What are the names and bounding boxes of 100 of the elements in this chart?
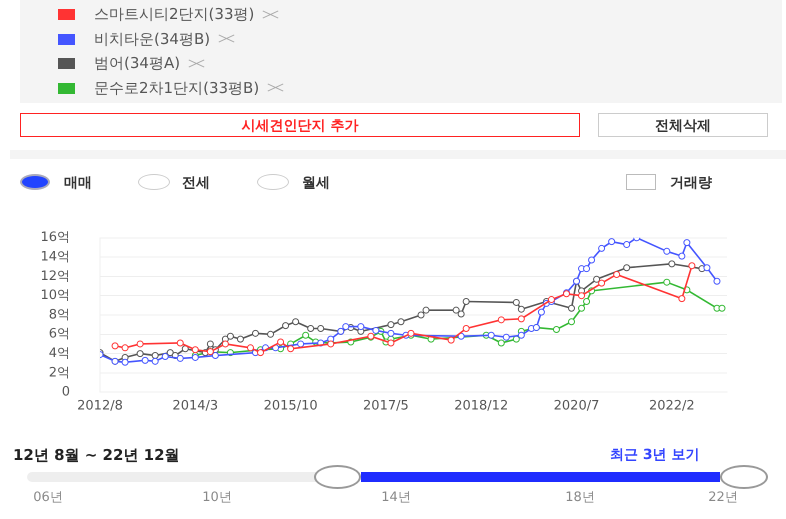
point	[718, 304, 726, 312]
point	[623, 241, 630, 248]
point	[598, 280, 606, 287]
point	[287, 345, 294, 352]
point	[448, 336, 455, 344]
point	[623, 264, 630, 272]
text: 12년 8월 ~ 22년 12월	[13, 446, 180, 465]
point	[583, 298, 590, 305]
text: 최근 3년 보기	[610, 446, 700, 464]
point	[397, 318, 404, 326]
point	[372, 326, 380, 334]
point	[703, 264, 710, 272]
point	[307, 325, 314, 332]
point	[342, 323, 350, 330]
point	[122, 344, 129, 352]
point	[267, 330, 274, 338]
point	[458, 310, 465, 318]
point	[578, 304, 586, 312]
x-tick-label: 2018/12	[454, 398, 508, 414]
point	[678, 252, 686, 260]
point	[663, 248, 670, 255]
point	[518, 315, 525, 322]
point	[297, 340, 304, 348]
text: 월세	[302, 174, 330, 192]
point	[357, 323, 364, 330]
point	[593, 276, 600, 283]
y-tick-label: 8억	[48, 307, 70, 322]
text: 06년	[33, 489, 63, 506]
y-tick-label: 12억	[40, 268, 70, 284]
text: 시세견인단지 추가	[20, 113, 580, 137]
point	[162, 352, 169, 360]
point	[222, 340, 229, 348]
y-tick-label: 0	[62, 384, 70, 400]
text: 거래량	[670, 174, 712, 192]
point	[678, 295, 686, 302]
point	[422, 306, 430, 314]
point	[518, 332, 525, 339]
point	[538, 308, 545, 316]
point	[462, 325, 470, 332]
point	[663, 278, 670, 286]
y-tick-label: 16억	[40, 230, 70, 246]
point	[136, 350, 144, 358]
point	[277, 338, 284, 346]
point	[122, 358, 129, 366]
point	[588, 256, 596, 264]
point	[226, 332, 234, 340]
point	[152, 358, 159, 365]
legend-label: 스마트시티2단지(33평)	[94, 5, 254, 24]
point	[176, 354, 184, 362]
y-tick-label: 2억	[48, 365, 70, 380]
point	[142, 356, 149, 364]
y-tick-label: 4억	[48, 346, 70, 361]
point	[713, 278, 720, 285]
point	[613, 270, 620, 278]
point	[683, 239, 690, 246]
point	[292, 318, 300, 326]
point	[112, 342, 119, 350]
point	[236, 336, 244, 343]
point	[608, 238, 616, 246]
y-tick-label: 6억	[48, 326, 70, 342]
point	[317, 325, 324, 332]
point	[512, 298, 520, 306]
text: 22년	[708, 489, 738, 506]
point	[176, 339, 184, 346]
point	[598, 244, 606, 252]
text: 매매	[64, 174, 92, 192]
x-tick-label: 2012/8	[77, 398, 123, 414]
point	[502, 334, 510, 341]
point	[552, 326, 560, 333]
point	[206, 340, 214, 348]
point	[252, 330, 259, 337]
point	[246, 344, 254, 352]
point	[387, 330, 394, 337]
point	[282, 322, 290, 330]
y-tick-label: 10억	[40, 288, 70, 304]
point	[583, 265, 590, 272]
text: 전세	[182, 174, 210, 192]
x-tick-label: 2015/10	[264, 398, 318, 414]
point	[302, 332, 310, 339]
point	[688, 262, 696, 270]
point	[462, 298, 470, 305]
point	[452, 306, 460, 314]
point	[518, 306, 525, 313]
text: 10년	[202, 489, 232, 506]
x-tick-label: 2017/5	[363, 398, 409, 414]
point	[578, 292, 586, 300]
point	[488, 332, 495, 339]
x-tick-label: 2020/7	[554, 398, 600, 414]
text: 전체삭제	[598, 113, 768, 137]
text: 18년	[565, 489, 595, 506]
point	[387, 321, 394, 328]
x-tick-label: 2022/2	[648, 398, 695, 414]
legend-label: 문수로2차1단지(33평B)	[94, 78, 260, 98]
point	[152, 352, 159, 360]
point	[568, 304, 576, 312]
point	[192, 346, 199, 354]
point	[498, 339, 505, 346]
point	[387, 339, 394, 346]
y-tick-label: 14억	[40, 249, 70, 264]
point	[418, 312, 425, 318]
